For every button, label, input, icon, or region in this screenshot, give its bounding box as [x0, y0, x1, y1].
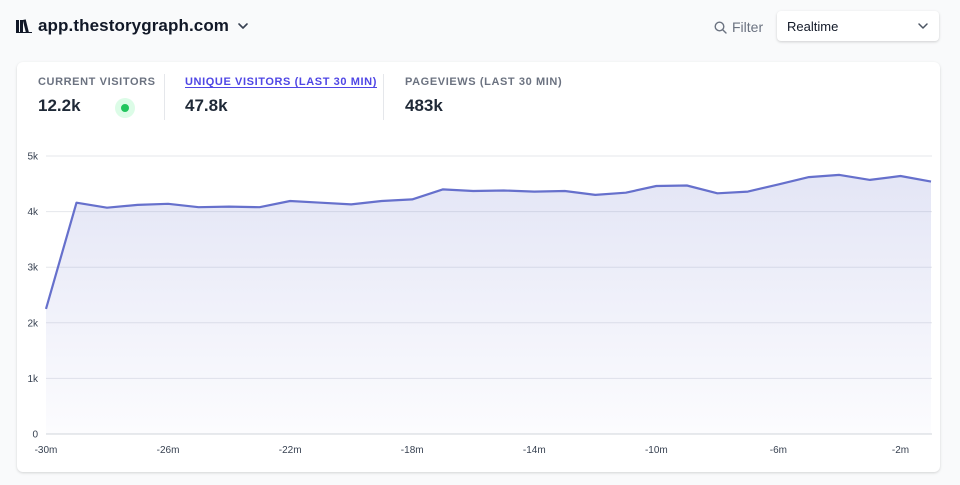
chart-area: [46, 174, 931, 434]
x-tick-label: -22m: [279, 445, 302, 456]
x-tick-label: -14m: [523, 445, 546, 456]
live-dot-icon: [121, 104, 129, 112]
metric-unique-visitors[interactable]: UNIQUE VISITORS (LAST 30 MIN) 47.8k: [185, 76, 377, 121]
metric-current-visitors[interactable]: CURRENT VISITORS 12.2k: [38, 76, 156, 121]
y-tick-label: 3k: [27, 263, 39, 274]
y-tick-label: 0: [32, 430, 38, 441]
books-icon: [16, 19, 32, 33]
x-tick-label: -6m: [770, 445, 787, 456]
metric-label: UNIQUE VISITORS (LAST 30 MIN): [185, 76, 377, 88]
x-tick-label: -10m: [645, 445, 668, 456]
chevron-down-icon: [918, 23, 928, 29]
period-select[interactable]: Realtime: [777, 11, 939, 41]
filter-label: Filter: [732, 19, 764, 35]
metric-divider: [383, 74, 384, 120]
period-selected-value: Realtime: [787, 18, 839, 34]
x-tick-label: -30m: [35, 445, 58, 456]
chart-series-line: [44, 173, 932, 310]
metric-value: 483k: [405, 96, 443, 115]
filter-button[interactable]: Filter: [714, 17, 763, 37]
x-tick-label: -18m: [401, 445, 424, 456]
search-icon: [714, 20, 727, 34]
x-tick-label: -26m: [157, 445, 180, 456]
y-tick-label: 1k: [27, 374, 39, 385]
live-indicator: [115, 98, 135, 118]
x-tick-label: -2m: [892, 445, 909, 456]
metric-divider: [164, 74, 165, 120]
y-tick-label: 5k: [27, 152, 39, 163]
metric-label: PAGEVIEWS (LAST 30 MIN): [405, 76, 563, 88]
y-tick-label: 4k: [27, 207, 39, 218]
metric-value: 47.8k: [185, 96, 228, 115]
chart-x-axis: -30m -26m -22m -18m -14m -10m -6m -2m: [35, 445, 909, 456]
y-tick-label: 2k: [27, 318, 39, 329]
chart-y-axis: 0 1k 2k 3k 4k 5k: [27, 152, 39, 441]
site-switcher[interactable]: app.thestorygraph.com: [16, 15, 249, 37]
metric-pageviews[interactable]: PAGEVIEWS (LAST 30 MIN) 483k: [405, 76, 562, 121]
stats-card: CURRENT VISITORS 12.2k UNIQUE VISITORS (…: [17, 62, 940, 472]
metric-label: CURRENT VISITORS: [38, 76, 156, 88]
site-domain: app.thestorygraph.com: [38, 16, 230, 35]
metric-value: 12.2k: [38, 96, 81, 115]
chevron-down-icon: [238, 23, 248, 29]
